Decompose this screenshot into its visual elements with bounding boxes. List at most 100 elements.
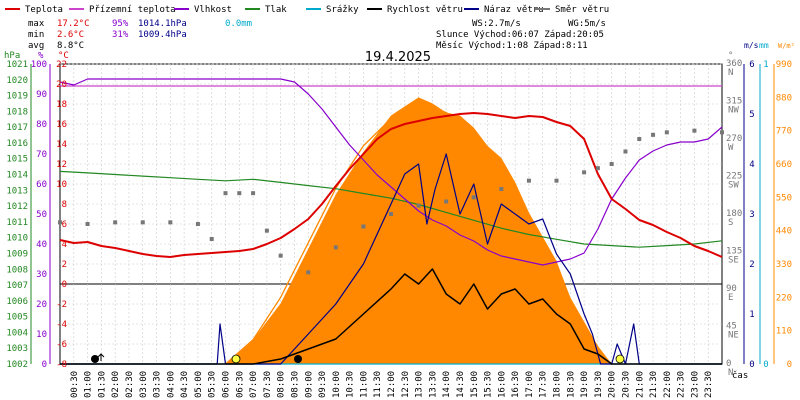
tick-label: 1019: [6, 92, 28, 102]
legend-label: Náraz větru: [484, 5, 544, 15]
x-tick-label: 06:30: [235, 371, 245, 398]
tick-label: SE: [728, 256, 739, 266]
tick-label: 20: [36, 300, 47, 310]
tick-label: 1: [763, 60, 768, 70]
x-tick-label: 11:00: [359, 371, 369, 398]
stat-wg: WG:5m/s: [568, 19, 606, 29]
tick-label: 1012: [6, 202, 28, 212]
x-tick-label: 03:30: [153, 371, 163, 398]
wind-dir-point: [223, 191, 228, 196]
tick-label: 660: [776, 160, 792, 170]
x-tick-label: 12:00: [387, 371, 397, 398]
tick-label: 30: [36, 270, 47, 280]
x-tick-label: 08:30: [290, 371, 300, 398]
tick-label: 16: [56, 120, 67, 130]
solar-area: [225, 97, 612, 364]
wind-dir-point: [416, 203, 421, 208]
tick-label: 6: [62, 220, 67, 230]
tick-label: 4: [62, 240, 67, 250]
wind-dir-point: [264, 228, 269, 233]
x-tick-label: 22:00: [663, 371, 673, 398]
tick-label: 90: [726, 284, 737, 294]
stat-min-temp: 2.6°C: [57, 30, 84, 40]
legend-label: Srážky: [326, 5, 359, 15]
stat-max-label: max: [28, 19, 45, 29]
wind-dir-point: [720, 130, 724, 135]
x-tick-label: 15:00: [470, 371, 480, 398]
axis-degrees-label: °: [728, 51, 733, 61]
x-tick-label: 22:30: [677, 371, 687, 398]
tick-label: 1006: [6, 297, 28, 307]
tick-label: 50: [36, 210, 47, 220]
wind-dir-point: [85, 222, 90, 226]
wind-dir-point: [195, 222, 200, 226]
stat-moon: Měsíc Východ:1:08 Západ:8:11: [436, 41, 588, 51]
tick-label: 135: [726, 247, 742, 257]
tick-label: 1020: [6, 76, 28, 86]
wind-dir-point: [58, 220, 62, 225]
wind-dir-point: [499, 187, 504, 191]
tick-label: 1005: [6, 313, 28, 323]
stat-ws: WS:2.7m/s: [472, 19, 521, 29]
tick-label: 1002: [6, 360, 28, 370]
tick-label: 4: [749, 160, 754, 170]
wind-dir-point: [637, 137, 642, 141]
tick-label: 1015: [6, 155, 28, 165]
tick-label: 14: [56, 140, 67, 150]
x-tick-label: 07:30: [263, 371, 273, 398]
astro-markers: [91, 353, 625, 364]
tick-label: 880: [776, 93, 792, 103]
x-tick-label: 20:30: [621, 371, 631, 398]
wind-dir-point: [251, 191, 256, 196]
tick-label: 110: [776, 327, 792, 337]
x-tick-label: 23:00: [690, 371, 700, 398]
x-tick-label: 02:30: [125, 371, 135, 398]
x-tick-label: 17:30: [539, 371, 549, 398]
series-line: [60, 153, 722, 365]
tick-label: SW: [728, 181, 739, 191]
legend-label: Teplota: [25, 5, 63, 15]
x-tick-label: 01:00: [84, 371, 94, 398]
wind-dir-point: [237, 191, 242, 196]
x-tick-label: 21:30: [649, 371, 659, 398]
tick-label: W: [728, 143, 734, 153]
tick-label: 3: [749, 210, 754, 220]
chart-title: 19.4.2025: [365, 50, 431, 65]
wind-dir-point: [471, 195, 476, 200]
x-tick-label: 02:00: [111, 371, 121, 398]
x-tick-label: 14:30: [456, 371, 466, 398]
tick-label: 0: [763, 360, 768, 370]
stat-min-label: min: [28, 30, 44, 40]
x-tick-label: 06:00: [222, 371, 232, 398]
x-tick-label: 05:00: [194, 371, 204, 398]
x-tick-label: 01:30: [97, 371, 107, 398]
x-tick-label: 21:00: [635, 371, 645, 398]
legend-label: Přízemní teplota: [89, 5, 176, 15]
wind-dir-point: [306, 270, 311, 275]
tick-label: 100: [31, 60, 47, 70]
stats-block: max 17.2°C 95% 1014.1hPa 0.0mm min 2.6°C…: [28, 19, 606, 51]
tick-label: 0: [42, 360, 47, 370]
tick-label: 1018: [6, 107, 28, 117]
x-tick-label: 08:00: [277, 371, 287, 398]
tick-label: 12: [56, 160, 67, 170]
tick-label: 1009: [6, 249, 28, 259]
tick-label: 315: [726, 97, 742, 107]
series-lines: [58, 78, 724, 365]
arrow-up-icon: [97, 353, 105, 361]
wind-dir-point: [554, 178, 559, 183]
tick-label: 70: [36, 150, 47, 160]
tick-label: N: [728, 68, 733, 78]
x-tick-label: 05:30: [208, 371, 218, 398]
tick-label: 1003: [6, 344, 28, 354]
tick-label: 0: [62, 280, 67, 290]
tick-label: 270: [726, 134, 742, 144]
tick-label: 180: [726, 209, 742, 219]
axis-celsius-label: °C: [58, 51, 69, 61]
tick-label: 0: [787, 360, 792, 370]
axis-wm2-label: W/m²: [778, 42, 795, 50]
tick-label: 1: [749, 310, 754, 320]
x-tick-label: 00:30: [70, 371, 80, 398]
tick-label: 90: [36, 90, 47, 100]
